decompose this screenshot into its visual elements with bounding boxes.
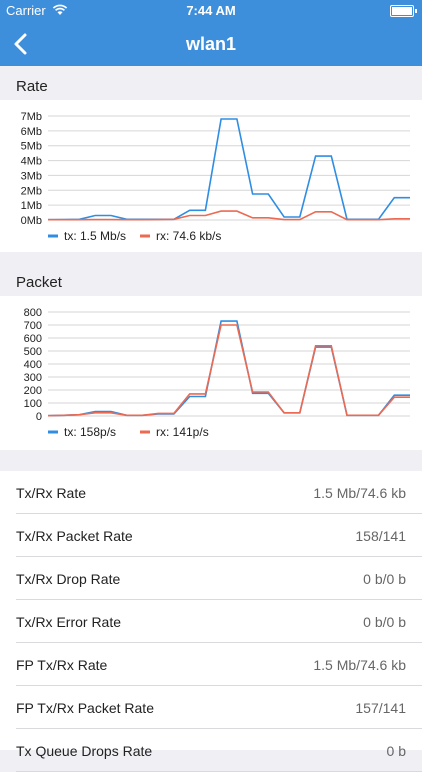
y-tick-label: 400 xyxy=(24,359,42,371)
clock: 7:44 AM xyxy=(186,3,236,18)
metric-row: FP Tx/Rx Rate 1.5 Mb/74.6 kb xyxy=(16,643,422,686)
metric-label: FP Tx/Rx Rate xyxy=(16,657,108,673)
y-tick-label: 5Mb xyxy=(21,141,42,153)
legend-label: tx: 158p/s xyxy=(64,425,116,439)
page-title: wlan1 xyxy=(185,34,237,54)
metric-value: 0 b/0 b xyxy=(363,614,406,630)
wifi-icon xyxy=(52,4,68,15)
rate-section-header: Rate xyxy=(0,70,422,100)
y-tick-label: 600 xyxy=(24,333,42,345)
status-bar: Carrier 7:44 AM xyxy=(0,0,422,22)
rate-chart-panel: 0Mb 1Mb 2Mb 3Mb 4Mb 5Mb 6Mb 7Mb tx: 1.5 Mb/s rx: … xyxy=(0,100,422,252)
y-tick-label: 700 xyxy=(24,320,42,332)
metric-row: Tx/Rx Packet Rate 158/141 xyxy=(16,514,422,557)
metric-value: 0 b/0 b xyxy=(363,571,406,587)
metric-label: Tx/Rx Drop Rate xyxy=(16,571,121,587)
packet-section-title: Packet xyxy=(16,274,62,291)
legend-label: rx: 141p/s xyxy=(156,425,209,439)
legend-label: tx: 1.5 Mb/s xyxy=(64,229,126,243)
legend-label: rx: 74.6 kb/s xyxy=(156,229,221,243)
metric-value: 1.5 Mb/74.6 kb xyxy=(313,485,406,501)
y-tick-label: 7Mb xyxy=(21,111,42,123)
y-tick-label: 500 xyxy=(24,346,42,358)
y-tick-label: 100 xyxy=(24,398,42,410)
metric-value: 158/141 xyxy=(355,528,406,544)
battery-icon xyxy=(390,5,417,17)
metric-row: Tx/Rx Error Rate 0 b/0 b xyxy=(16,600,422,643)
y-tick-label: 1Mb xyxy=(21,200,42,212)
carrier-label: Carrier xyxy=(6,3,46,18)
nav-bar: wlan1 xyxy=(0,22,422,66)
metric-label: FP Tx/Rx Packet Rate xyxy=(16,700,154,716)
metric-row: Tx/Rx Drop Rate 0 b/0 b xyxy=(16,557,422,600)
y-tick-label: 3Mb xyxy=(21,170,42,182)
tx-series-line xyxy=(47,118,410,221)
tx-series-line xyxy=(47,320,410,417)
metric-label: Tx/Rx Rate xyxy=(16,485,87,501)
rx-series-line xyxy=(48,210,410,221)
metric-value: 157/141 xyxy=(355,700,406,716)
metric-value: 1.5 Mb/74.6 kb xyxy=(313,657,406,673)
rate-section-title: Rate xyxy=(16,78,48,95)
y-tick-label: 4Mb xyxy=(21,156,42,168)
metric-label: Tx/Rx Packet Rate xyxy=(16,528,133,544)
y-tick-label: 300 xyxy=(24,372,42,384)
y-tick-label: 2Mb xyxy=(21,185,42,197)
back-chevron-icon[interactable] xyxy=(8,30,36,58)
packet-chart-panel: 0 100 200 300 400 500 600 700 800 tx: 158p/s rx: 1… xyxy=(0,296,422,450)
packet-section-header: Packet xyxy=(0,266,422,296)
y-tick-label: 6Mb xyxy=(21,126,42,138)
metric-value: 0 b xyxy=(386,743,406,759)
y-tick-label: 800 xyxy=(24,307,42,319)
y-tick-label: 0 xyxy=(36,411,42,423)
rx-series-line xyxy=(47,324,410,417)
rate-chart: 0Mb 1Mb 2Mb 3Mb 4Mb 5Mb 6Mb 7Mb tx: 1.5 Mb/s rx: … xyxy=(21,111,410,243)
metric-label: Tx Queue Drops Rate xyxy=(16,743,153,759)
y-tick-label: 200 xyxy=(24,385,42,397)
metric-row: FP Tx/Rx Packet Rate 157/141 xyxy=(16,686,422,729)
metric-row: Tx Queue Drops Rate 0 b xyxy=(16,729,422,772)
y-tick-label: 0Mb xyxy=(21,215,42,227)
metric-label: Tx/Rx Error Rate xyxy=(16,614,122,630)
metrics-list: Tx/Rx Rate 1.5 Mb/74.6 kb Tx/Rx Packet Rat… xyxy=(0,471,422,772)
metric-row: Tx/Rx Rate 1.5 Mb/74.6 kb xyxy=(16,471,422,514)
